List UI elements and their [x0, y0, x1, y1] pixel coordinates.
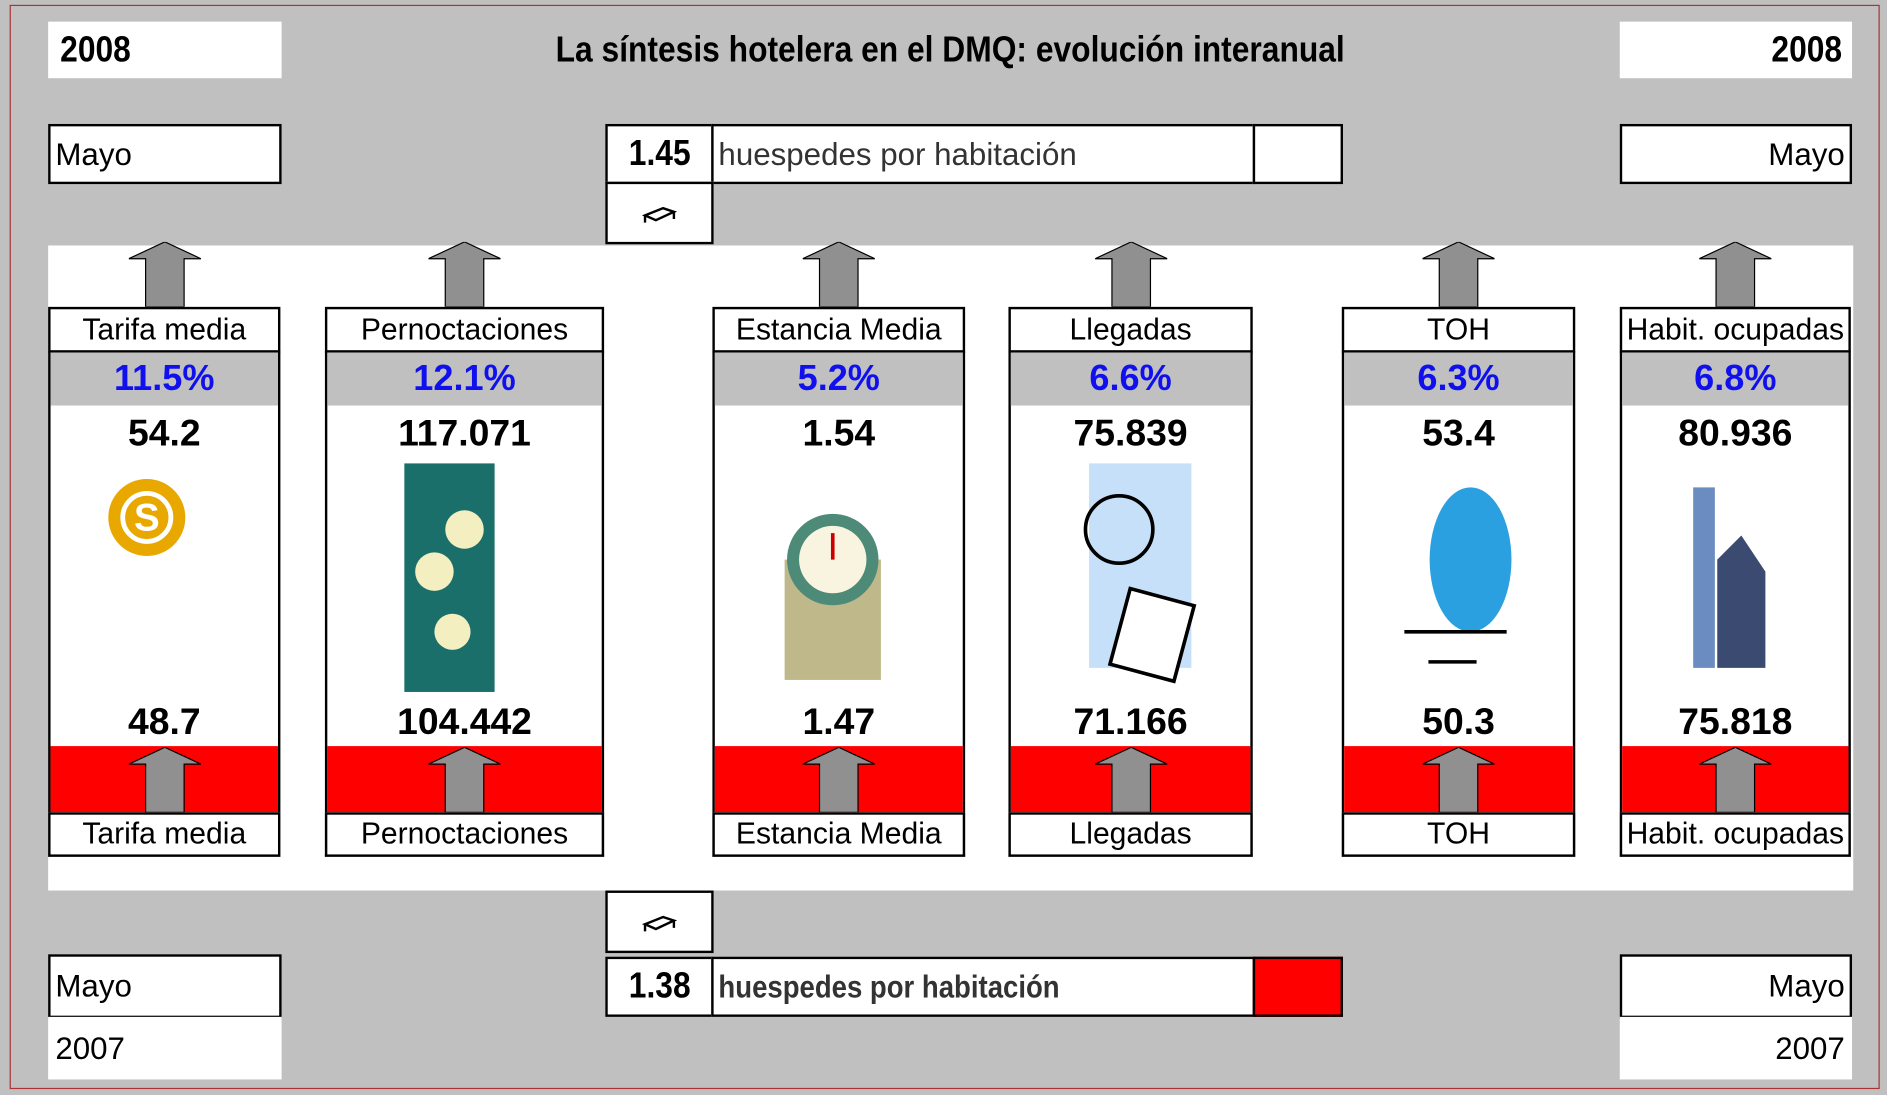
arrow — [128, 747, 200, 812]
icon — [325, 463, 604, 698]
value-2008: 53.4 — [1342, 409, 1575, 457]
bed-icon — [641, 910, 677, 934]
arrow — [803, 242, 875, 307]
value-2007: 50.3 — [1342, 698, 1575, 746]
guests-value: 1.45 — [605, 124, 713, 184]
icon-art — [1392, 463, 1524, 698]
label-bottom: Tarifa media — [48, 812, 280, 857]
value-2007: 71.166 — [1008, 698, 1252, 746]
bed-icon-box — [605, 891, 713, 954]
arrow — [803, 747, 875, 812]
month-right: Mayo — [1620, 954, 1852, 1018]
icon: S — [48, 463, 280, 698]
month-left: Mayo — [48, 954, 281, 1018]
change: 12.1% — [327, 353, 601, 406]
value-2007: 75.818 — [1620, 698, 1851, 746]
label-bottom: TOH — [1342, 812, 1575, 857]
icon — [1008, 463, 1252, 698]
value-2008: 1.54 — [712, 409, 965, 457]
label-bottom: Habit. ocupadas — [1620, 812, 1851, 857]
value-2008: 117.071 — [325, 409, 604, 457]
year-right: 2007 — [1620, 1017, 1852, 1080]
year-left: 2007 — [48, 1017, 281, 1080]
arrow — [428, 747, 500, 812]
change: 11.5% — [51, 353, 278, 406]
change: 5.2% — [715, 353, 963, 406]
arrow — [1699, 242, 1771, 307]
icon — [712, 463, 965, 698]
value-2008: 75.839 — [1008, 409, 1252, 457]
value-2008: 80.936 — [1620, 409, 1851, 457]
value-2007: 1.47 — [712, 698, 965, 746]
label-top: Llegadas — [1008, 307, 1252, 353]
svg-text:S: S — [133, 497, 159, 540]
arrow — [1094, 242, 1166, 307]
bed-icon — [641, 201, 677, 225]
value-2008: 54.2 — [48, 409, 280, 457]
arrow — [1094, 747, 1166, 812]
label-top: Habit. ocupadas — [1620, 307, 1851, 353]
label-bottom: Pernoctaciones — [325, 812, 604, 857]
label-top: Estancia Media — [712, 307, 965, 353]
arrow — [428, 242, 500, 307]
icon — [1620, 463, 1851, 698]
label-bottom: Llegadas — [1008, 812, 1252, 857]
icon-art — [398, 463, 530, 698]
arrow — [1422, 747, 1494, 812]
indicator-empty — [1253, 124, 1343, 184]
guests-text: 1.45 — [629, 134, 691, 175]
label-bottom: Estancia Media — [712, 812, 965, 857]
arrow — [128, 242, 200, 307]
guests-label: huespedes por habitación — [711, 957, 1255, 1017]
bed-icon-box — [605, 182, 713, 245]
page: 2008 La síntesis hotelera en el DMQ: evo… — [0, 0, 1887, 1092]
label-top: Pernoctaciones — [325, 307, 604, 353]
label-top: TOH — [1342, 307, 1575, 353]
guests-label-text: huespedes por habitación — [718, 968, 1059, 1005]
icon-art: S — [98, 463, 230, 698]
value-2007: 104.442 — [325, 698, 604, 746]
icon-art — [773, 463, 905, 698]
value-2007: 48.7 — [48, 698, 280, 746]
dashboard: 2008 La síntesis hotelera en el DMQ: evo… — [0, 0, 1887, 1095]
icon-art — [1669, 463, 1801, 698]
change: 6.6% — [1011, 353, 1250, 406]
change: 6.8% — [1622, 353, 1848, 406]
guests-value: 1.38 — [605, 957, 713, 1017]
icon-art — [1064, 463, 1196, 698]
indicator-red — [1253, 957, 1343, 1017]
icon — [1342, 463, 1575, 698]
guests-text: 1.38 — [629, 966, 691, 1007]
arrow — [1422, 242, 1494, 307]
label-top: Tarifa media — [48, 307, 280, 353]
change: 6.3% — [1344, 353, 1573, 406]
arrow — [1699, 747, 1771, 812]
